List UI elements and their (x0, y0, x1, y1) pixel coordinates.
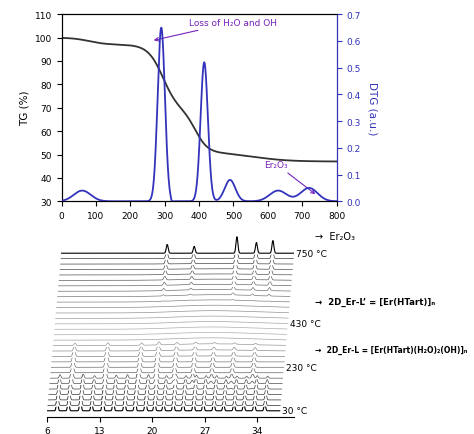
Text: Er₂O₃: Er₂O₃ (264, 160, 314, 194)
Text: →  2D_Er-L’ = [Er(HTart)]ₙ: → 2D_Er-L’ = [Er(HTart)]ₙ (315, 297, 435, 306)
X-axis label: Temperature (°C): Temperature (°C) (154, 226, 244, 236)
Text: →  2D_Er-L = [Er(HTart)(H₂O)₂(OH)]ₙ: → 2D_Er-L = [Er(HTart)(H₂O)₂(OH)]ₙ (315, 345, 467, 354)
Text: 230 °C: 230 °C (286, 363, 317, 372)
Text: →  Er₂O₃: → Er₂O₃ (315, 232, 355, 241)
Y-axis label: TG (%): TG (%) (19, 91, 29, 126)
Text: 30 °C: 30 °C (282, 406, 307, 415)
Text: 750 °C: 750 °C (296, 249, 327, 258)
Y-axis label: DTG (a.u.): DTG (a.u.) (367, 82, 377, 135)
Text: Loss of H₂O and OH: Loss of H₂O and OH (155, 19, 277, 42)
Text: 430 °C: 430 °C (290, 319, 320, 328)
